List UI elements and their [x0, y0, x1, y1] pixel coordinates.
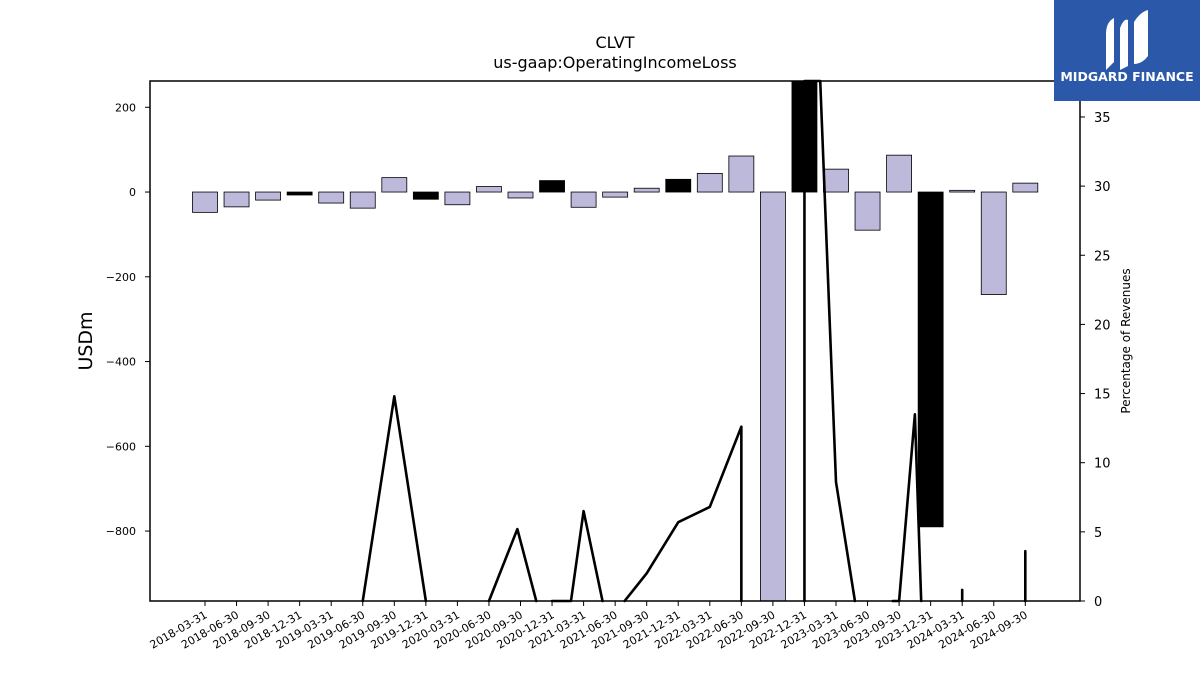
bar-2021-12-31	[665, 178, 692, 193]
bar-2023-09-30	[886, 154, 912, 193]
bar-2022-09-30	[760, 191, 786, 602]
line-segment-2	[487, 527, 538, 603]
y2-tick-label: 25	[1094, 249, 1111, 264]
bar-2018-12-31	[286, 191, 313, 196]
y2-tick-label: 10	[1094, 457, 1111, 472]
brand-name: MIDGARD FINANCE	[1060, 69, 1193, 84]
bar-2021-09-30	[633, 187, 660, 193]
y2-tick-label: 20	[1094, 318, 1111, 333]
x-axis-ticks: 2018-03-312018-06-302018-09-302018-12-31…	[148, 601, 1030, 652]
bar-2019-03-31	[318, 191, 345, 204]
bar-2024-09-30	[1012, 182, 1039, 193]
y-tick-label: 200	[115, 101, 136, 114]
bar-series	[192, 80, 1039, 602]
y2-tick-label: 0	[1094, 595, 1102, 610]
chart-title: CLVT	[595, 33, 634, 52]
bar-2024-03-31	[949, 189, 976, 193]
y-tick-label: 0	[129, 186, 136, 199]
y2-tick-label: 35	[1094, 111, 1111, 126]
midgard-logo-icon	[1106, 10, 1148, 70]
chart-subtitle: us-gaap:OperatingIncomeLoss	[493, 53, 737, 72]
bar-2022-06-30	[728, 155, 755, 193]
bar-2018-09-30	[255, 191, 282, 201]
y-tick-label: −600	[106, 440, 136, 453]
left-axis-ticks: 200 0 −200 −400 −600 −800	[106, 101, 150, 538]
bar-2019-06-30	[349, 191, 376, 209]
line-segment-1	[361, 395, 428, 603]
bar-2020-09-30	[507, 191, 534, 199]
y2-tick-label: 15	[1094, 388, 1111, 403]
bar-2023-03-31	[823, 168, 849, 193]
y-tick-label: −800	[106, 525, 136, 538]
bar-2023-06-30	[854, 191, 881, 231]
y2-tick-label: 5	[1094, 526, 1102, 541]
bar-2021-03-31	[570, 191, 597, 208]
y-tick-label: −200	[106, 271, 136, 284]
bar-2019-12-31	[412, 191, 439, 200]
bar-2018-06-30	[223, 191, 250, 208]
y-axis-label: USDm	[75, 311, 97, 370]
bar-2022-03-31	[696, 172, 723, 193]
bar-2021-06-30	[602, 191, 629, 198]
bar-2019-09-30	[381, 177, 408, 193]
bar-2024-06-30	[980, 191, 1007, 295]
brand-logo: MIDGARD FINANCE	[1054, 0, 1200, 101]
bar-2020-12-31	[539, 180, 565, 193]
bar-2023-12-31	[917, 191, 944, 528]
y2-axis-label: Percentage of Revenues	[1119, 268, 1133, 413]
bar-2020-03-31	[444, 191, 471, 206]
line-segment-4	[623, 425, 743, 603]
bar-2018-03-31	[192, 191, 218, 213]
line-segment-3	[550, 509, 604, 603]
y-tick-label: −400	[106, 356, 136, 369]
right-axis-ticks: 0 5 10 15 20 25 30 35	[1080, 111, 1111, 610]
line-segment-6	[891, 412, 923, 603]
bar-2020-06-30	[476, 186, 502, 193]
y2-tick-label: 30	[1094, 180, 1111, 195]
